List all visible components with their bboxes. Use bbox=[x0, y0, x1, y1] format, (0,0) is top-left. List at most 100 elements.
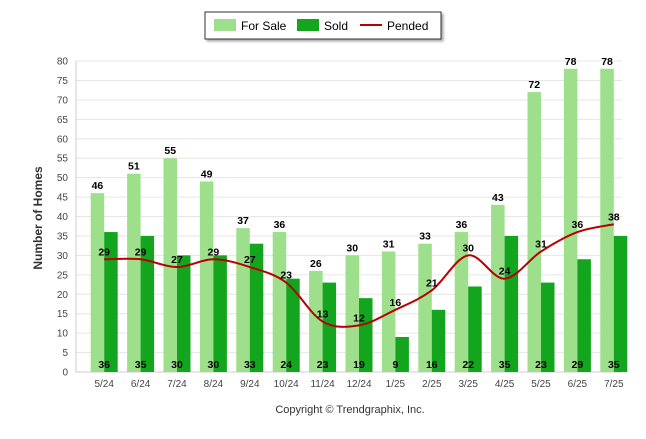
x-tick-label: 7/25 bbox=[604, 379, 624, 390]
label-sold: 9 bbox=[392, 359, 398, 371]
x-tick-label: 12/24 bbox=[346, 379, 371, 390]
label-pended: 12 bbox=[353, 312, 365, 324]
bar-for-sale bbox=[163, 158, 177, 372]
label-for-sale: 36 bbox=[274, 219, 286, 231]
y-tick-label: 45 bbox=[57, 193, 69, 204]
bar-sold bbox=[468, 286, 482, 372]
label-for-sale: 49 bbox=[201, 169, 213, 181]
label-pended: 13 bbox=[317, 308, 329, 320]
x-tick-label: 1/25 bbox=[386, 379, 406, 390]
bar-for-sale bbox=[563, 68, 578, 373]
bar-for-sale bbox=[127, 173, 141, 372]
bar-for-sale bbox=[309, 270, 323, 372]
label-pended: 27 bbox=[244, 254, 256, 266]
y-tick-label: 55 bbox=[57, 154, 69, 165]
bar-sold bbox=[249, 243, 264, 372]
bar-for-sale bbox=[345, 255, 359, 372]
bar-sold bbox=[140, 235, 155, 372]
bar-sold bbox=[359, 298, 373, 372]
legend-swatch-for-sale bbox=[214, 19, 236, 31]
y-tick-label: 30 bbox=[57, 251, 69, 262]
pended-line-layer bbox=[104, 223, 615, 328]
x-tick-label: 3/25 bbox=[458, 379, 478, 390]
legend: For Sale Sold Pended bbox=[204, 11, 442, 40]
label-for-sale: 37 bbox=[237, 215, 249, 227]
x-tick-label: 10/24 bbox=[274, 379, 299, 390]
label-pended: 29 bbox=[208, 246, 220, 258]
legend-box bbox=[204, 11, 442, 40]
x-tick-label: 5/24 bbox=[94, 379, 114, 390]
bar-sold bbox=[177, 255, 191, 372]
label-for-sale: 36 bbox=[456, 219, 468, 231]
bar-sold bbox=[431, 309, 446, 372]
label-sold: 23 bbox=[535, 359, 547, 371]
x-tick-label: 4/25 bbox=[495, 379, 515, 390]
data-labels: 46 36 51 35 55 30 49 30 37 33 36 24 26 23 30 19 31 9 33 16 3… bbox=[92, 56, 620, 371]
label-sold: 29 bbox=[572, 359, 584, 371]
label-for-sale: 55 bbox=[164, 145, 176, 157]
bar-sold bbox=[613, 235, 628, 372]
x-tick-label: 7/24 bbox=[167, 379, 187, 390]
y-tick-label: 10 bbox=[57, 329, 69, 340]
bar-sold bbox=[322, 282, 337, 372]
label-for-sale: 78 bbox=[565, 56, 577, 68]
y-tick-label: 0 bbox=[62, 368, 68, 379]
y-axis-title: Number of Homes bbox=[31, 166, 45, 270]
legend-swatch-sold bbox=[297, 19, 319, 31]
bar-sold bbox=[504, 235, 519, 372]
y-tick-label: 60 bbox=[57, 134, 69, 145]
x-tick-label: 8/24 bbox=[204, 379, 224, 390]
bar-for-sale bbox=[90, 193, 105, 372]
bar-for-sale bbox=[491, 204, 505, 372]
label-for-sale: 46 bbox=[92, 180, 104, 192]
label-sold: 35 bbox=[499, 359, 511, 371]
bar-for-sale bbox=[381, 251, 396, 372]
label-sold: 35 bbox=[135, 359, 147, 371]
y-tick-label: 80 bbox=[57, 57, 69, 68]
bar-for-sale bbox=[272, 232, 287, 372]
label-pended: 38 bbox=[608, 211, 620, 223]
y-tick-label: 65 bbox=[57, 115, 69, 126]
label-pended: 21 bbox=[426, 277, 438, 289]
label-for-sale: 72 bbox=[528, 79, 540, 91]
bar-for-sale bbox=[199, 181, 214, 372]
label-pended: 31 bbox=[535, 238, 547, 250]
label-pended: 29 bbox=[135, 246, 147, 258]
legend-label-for-sale: For Sale bbox=[241, 19, 287, 33]
x-tick-label: 11/24 bbox=[310, 379, 335, 390]
bar-sold bbox=[104, 232, 118, 372]
x-tick-label: 6/24 bbox=[131, 379, 151, 390]
bar-for-sale bbox=[600, 68, 614, 373]
label-pended: 24 bbox=[499, 266, 511, 278]
label-for-sale: 31 bbox=[383, 238, 395, 250]
label-sold: 36 bbox=[98, 359, 110, 371]
label-pended: 16 bbox=[390, 297, 402, 309]
x-tick-label: 6/25 bbox=[568, 379, 588, 390]
label-sold: 30 bbox=[208, 359, 220, 371]
line-pended bbox=[104, 223, 615, 328]
bar-for-sale bbox=[236, 228, 250, 372]
bars bbox=[90, 68, 628, 373]
label-for-sale: 30 bbox=[346, 242, 358, 254]
legend-label-sold: Sold bbox=[324, 19, 348, 33]
bar-for-sale bbox=[527, 92, 541, 372]
label-for-sale: 26 bbox=[310, 258, 322, 270]
bar-sold bbox=[286, 278, 300, 372]
credit: Copyright © Trendgraphix, Inc. bbox=[275, 404, 424, 416]
label-for-sale: 43 bbox=[492, 192, 504, 204]
bar-sold bbox=[541, 282, 555, 372]
y-tick-label: 15 bbox=[57, 309, 69, 320]
bar-sold bbox=[577, 259, 591, 372]
x-tick-label: 9/24 bbox=[240, 379, 260, 390]
label-pended: 36 bbox=[572, 219, 584, 231]
label-for-sale: 51 bbox=[128, 161, 140, 173]
y-tick-label: 75 bbox=[57, 76, 69, 87]
bar-for-sale bbox=[454, 232, 469, 372]
label-sold: 23 bbox=[317, 359, 329, 371]
label-sold: 35 bbox=[608, 359, 620, 371]
label-pended: 30 bbox=[462, 242, 474, 254]
bar-sold bbox=[395, 337, 409, 372]
label-for-sale: 33 bbox=[419, 231, 431, 243]
label-sold: 30 bbox=[171, 359, 183, 371]
